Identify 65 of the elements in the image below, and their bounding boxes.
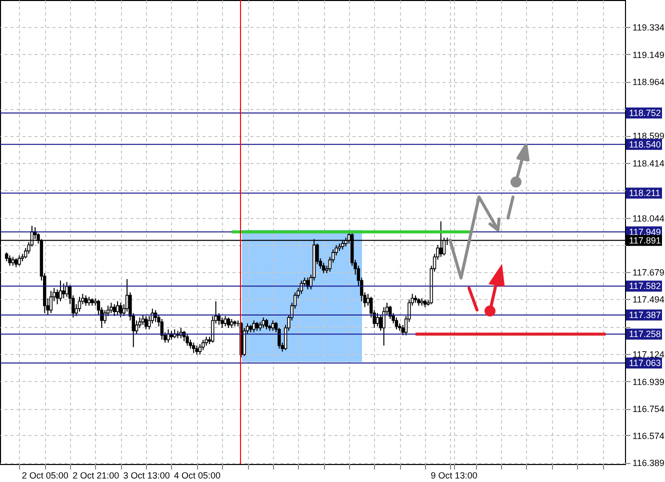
candlestick: [217, 312, 221, 326]
x-tick-label: 2 Oct 05:00: [22, 470, 68, 480]
ref-line-label: 117.949: [629, 226, 661, 237]
y-tick-label: 119.149: [632, 50, 664, 60]
candlestick: [262, 317, 265, 328]
ref-line-label: 118.540: [629, 139, 661, 150]
x-tick-label: 2 Oct 21:00: [72, 470, 120, 480]
candlestick: [8, 254, 12, 266]
candlestick: [226, 317, 230, 328]
x-tick-label: 3 Oct 13:00: [123, 470, 170, 480]
ref-line-label: 118.752: [629, 108, 661, 118]
candlestick: [306, 277, 310, 290]
candlestick: [144, 316, 148, 330]
x-tick-label: 9 Oct 13:00: [430, 470, 478, 480]
y-tick-label: 116.939: [632, 376, 664, 387]
candlestick: [84, 294, 88, 306]
ref-line-label: 117.582: [629, 281, 661, 292]
candlestick: [192, 342, 196, 354]
candlestick: [65, 282, 68, 298]
candlestick: [264, 318, 268, 330]
candlestick: [186, 333, 189, 346]
y-tick-label: 117.679: [632, 267, 664, 278]
candlestick: [198, 344, 202, 356]
ref-line-label: 118.211: [629, 188, 660, 198]
ref-line-label: 117.387: [629, 310, 661, 320]
candlestick: [56, 288, 59, 305]
y-tick-label: 119.334: [632, 22, 664, 32]
candlestick: [224, 316, 227, 327]
candlestick: [62, 282, 66, 299]
candlestick: [376, 312, 380, 327]
candlestick: [379, 314, 382, 332]
candlestick: [110, 302, 113, 314]
candlestick: [382, 306, 386, 346]
y-tick-label: 116.389: [632, 458, 664, 468]
candlestick: [119, 302, 122, 318]
y-tick-label: 116.754: [632, 404, 664, 414]
y-tick-label: 117.124: [632, 349, 664, 360]
candlestick: [322, 262, 326, 274]
candlestick: [271, 320, 274, 332]
candlestick: [134, 320, 138, 334]
candlestick: [116, 300, 120, 316]
candlestick: [125, 278, 129, 312]
ref-line-label: 117.258: [629, 329, 661, 340]
candlestick: [112, 304, 116, 317]
candlestick: [388, 305, 392, 320]
ref-line-label: 117.891: [629, 235, 661, 246]
y-tick-label: 118.044: [632, 213, 664, 224]
x-tick-label: 4 Oct 05:00: [174, 470, 221, 480]
ref-line-label: 117.063: [629, 358, 661, 368]
candlestick: [141, 314, 144, 326]
candlestick: [18, 254, 21, 266]
candlestick: [49, 290, 53, 314]
y-tick-label: 118.599: [632, 131, 664, 142]
candlestick: [394, 317, 398, 330]
candlestick: [166, 328, 170, 344]
y-tick-label: 117.494: [632, 294, 664, 305]
candlestick: [242, 327, 246, 356]
candlestick: [58, 280, 62, 302]
y-tick-label: 116.574: [632, 430, 664, 441]
candlestick: [202, 339, 205, 351]
candlestick: [78, 296, 82, 312]
y-tick-label: 118.964: [632, 77, 664, 88]
candlestick: [220, 317, 224, 328]
y-tick-label: 118.414: [632, 158, 664, 169]
candlestick: [252, 320, 256, 333]
